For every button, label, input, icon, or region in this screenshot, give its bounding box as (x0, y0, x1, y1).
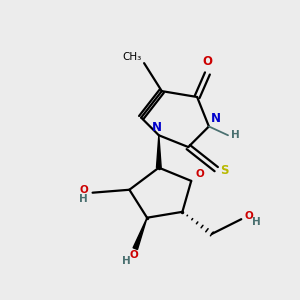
Text: H: H (231, 130, 240, 140)
Text: O: O (244, 211, 253, 221)
Text: N: N (211, 112, 221, 125)
Text: S: S (220, 164, 228, 177)
Text: H: H (252, 217, 260, 227)
Text: CH₃: CH₃ (122, 52, 141, 62)
Text: O: O (196, 169, 204, 178)
Polygon shape (133, 218, 147, 250)
Text: O: O (129, 250, 138, 260)
Text: N: N (152, 121, 162, 134)
Text: H: H (122, 256, 131, 266)
Polygon shape (157, 135, 161, 168)
Text: H: H (80, 194, 88, 204)
Text: O: O (202, 55, 212, 68)
Text: O: O (80, 185, 88, 195)
